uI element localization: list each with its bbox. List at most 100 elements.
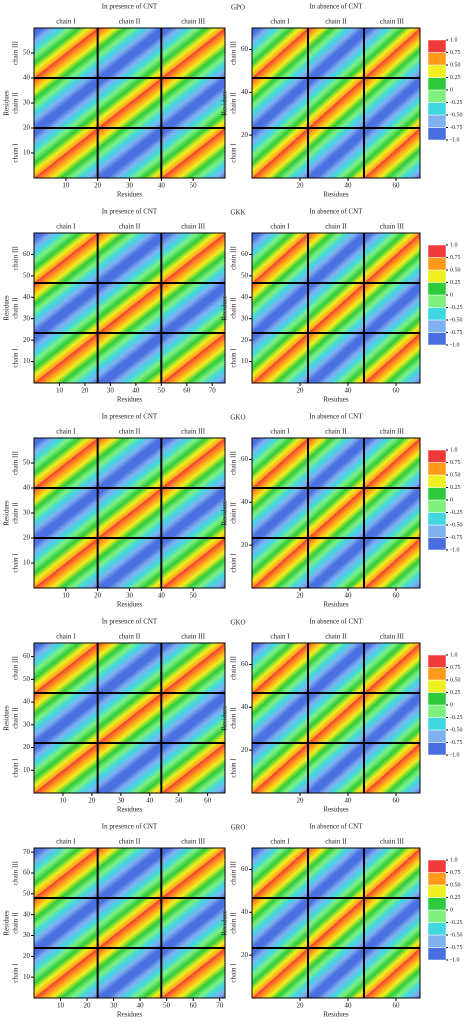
chain-label: chain II (230, 92, 238, 114)
y-tick-label: 30 (23, 931, 31, 939)
x-axis-label: Residues (323, 191, 349, 199)
colorbar-tick-label: -0.25 (450, 510, 463, 516)
x-tick-label: 50 (190, 182, 198, 190)
chain-label: chain I (12, 553, 20, 573)
x-tick-label: 20 (297, 1002, 305, 1010)
chain-label: chain III (380, 18, 405, 26)
chain-label: chain I (56, 633, 76, 641)
x-axis-label: Residues (117, 601, 143, 609)
group-label: GKK (230, 209, 245, 217)
x-axis-label: Residues (323, 1011, 349, 1019)
group-label: GPO (231, 4, 245, 12)
x-tick-label: 30 (110, 1002, 118, 1010)
colorbar-tick-label: 1.0 (450, 242, 458, 248)
y-tick-label: 60 (23, 869, 31, 877)
chain-label: chain I (230, 143, 238, 163)
chain-label: chain II (230, 707, 238, 729)
colorbar-band (427, 499, 447, 513)
x-tick-label: 40 (345, 797, 353, 805)
chain-label: chain III (12, 245, 20, 270)
chain-label: chain III (181, 223, 206, 231)
colorbar-tick-label: 0 (450, 702, 453, 708)
chain-label: chain III (12, 450, 20, 475)
colorbar-band (427, 474, 447, 488)
colorbar-tick-label: 0.50 (450, 62, 461, 68)
x-tick-label: 20 (84, 1002, 92, 1010)
y-tick-label: 20 (241, 336, 249, 344)
colorbar-band (427, 859, 447, 873)
x-tick-label: 20 (94, 592, 102, 600)
x-tick-label: 60 (393, 797, 401, 805)
x-tick-label: 40 (345, 182, 353, 190)
y-tick-label: 50 (23, 49, 31, 57)
chain-label: chain II (230, 912, 238, 934)
colorbar-tick-label: 1.0 (450, 857, 458, 863)
y-tick-label: 70 (23, 848, 31, 856)
x-tick-label: 30 (107, 387, 115, 395)
colorbar-tick-label: 0 (450, 907, 453, 913)
x-tick-label: 60 (393, 387, 401, 395)
chain-label: chain II (119, 838, 141, 846)
y-tick-label: 10 (23, 973, 31, 981)
colorbar-tick-label: 0.25 (450, 895, 461, 901)
x-tick-label: 30 (117, 797, 125, 805)
chain-label: chain III (230, 655, 238, 680)
y-tick-label: 30 (23, 99, 31, 107)
colorbar-tick-label: -1.0 (450, 137, 460, 143)
x-tick-label: 60 (393, 592, 401, 600)
chain-label: chain I (270, 428, 290, 436)
chain-label: chain II (12, 502, 20, 524)
colorbar-tick-label: -0.25 (450, 305, 463, 311)
contour-map (251, 232, 421, 384)
colorbar-band (427, 127, 447, 141)
colorbar-band (427, 884, 447, 898)
y-tick-label: 20 (23, 534, 31, 542)
contour-map (33, 232, 226, 384)
chain-label: chain III (230, 245, 238, 270)
colorbar-band (427, 717, 447, 731)
colorbar-tick-label: 0.25 (450, 280, 461, 286)
y-tick-label: 50 (23, 675, 31, 683)
chain-label: chain I (230, 553, 238, 573)
x-tick-label: 50 (175, 797, 183, 805)
colorbar-band (427, 537, 447, 551)
colorbar-tick-label: 0.75 (450, 50, 461, 56)
y-tick-label: 40 (23, 74, 31, 82)
colorbar-tick-label: -0.25 (450, 715, 463, 721)
x-tick-label: 60 (393, 1002, 401, 1010)
colorbar-tick-label: 0.50 (450, 882, 461, 888)
colorbar-tick-label: -0.75 (450, 945, 463, 951)
x-tick-label: 40 (158, 592, 166, 600)
colorbar-band (427, 487, 447, 501)
x-tick-label: 10 (62, 182, 70, 190)
contour-map (251, 27, 421, 179)
colorbar-tick-label: -0.50 (450, 932, 463, 938)
x-tick-label: 40 (132, 387, 140, 395)
y-tick-label: 20 (23, 336, 31, 344)
chain-label: chain III (181, 633, 206, 641)
x-tick-label: 10 (56, 387, 64, 395)
group-label: GRO (231, 824, 246, 832)
y-axis-label: Residues (221, 705, 229, 731)
y-axis-label: Residues (221, 90, 229, 116)
x-tick-label: 40 (158, 182, 166, 190)
chain-label: chain II (12, 92, 20, 114)
colorbar-tick-label: 0 (450, 87, 453, 93)
colorbar-band (427, 512, 447, 526)
colorbar-band (427, 934, 447, 948)
colorbar-tick-label: 0.50 (450, 267, 461, 273)
chain-label: chain III (380, 838, 405, 846)
chain-label: chain II (12, 707, 20, 729)
contour-map (33, 437, 226, 589)
y-axis-label: Residues (3, 705, 11, 731)
colorbar-band (427, 102, 447, 116)
x-tick-label: 20 (297, 797, 305, 805)
colorbar-band (427, 742, 447, 756)
x-tick-label: 10 (57, 1002, 65, 1010)
y-tick-label: 40 (23, 698, 31, 706)
panel-title: In absence of CNT (309, 3, 363, 11)
x-tick-label: 30 (126, 592, 134, 600)
x-axis-label: Residues (323, 601, 349, 609)
x-tick-label: 60 (183, 387, 191, 395)
